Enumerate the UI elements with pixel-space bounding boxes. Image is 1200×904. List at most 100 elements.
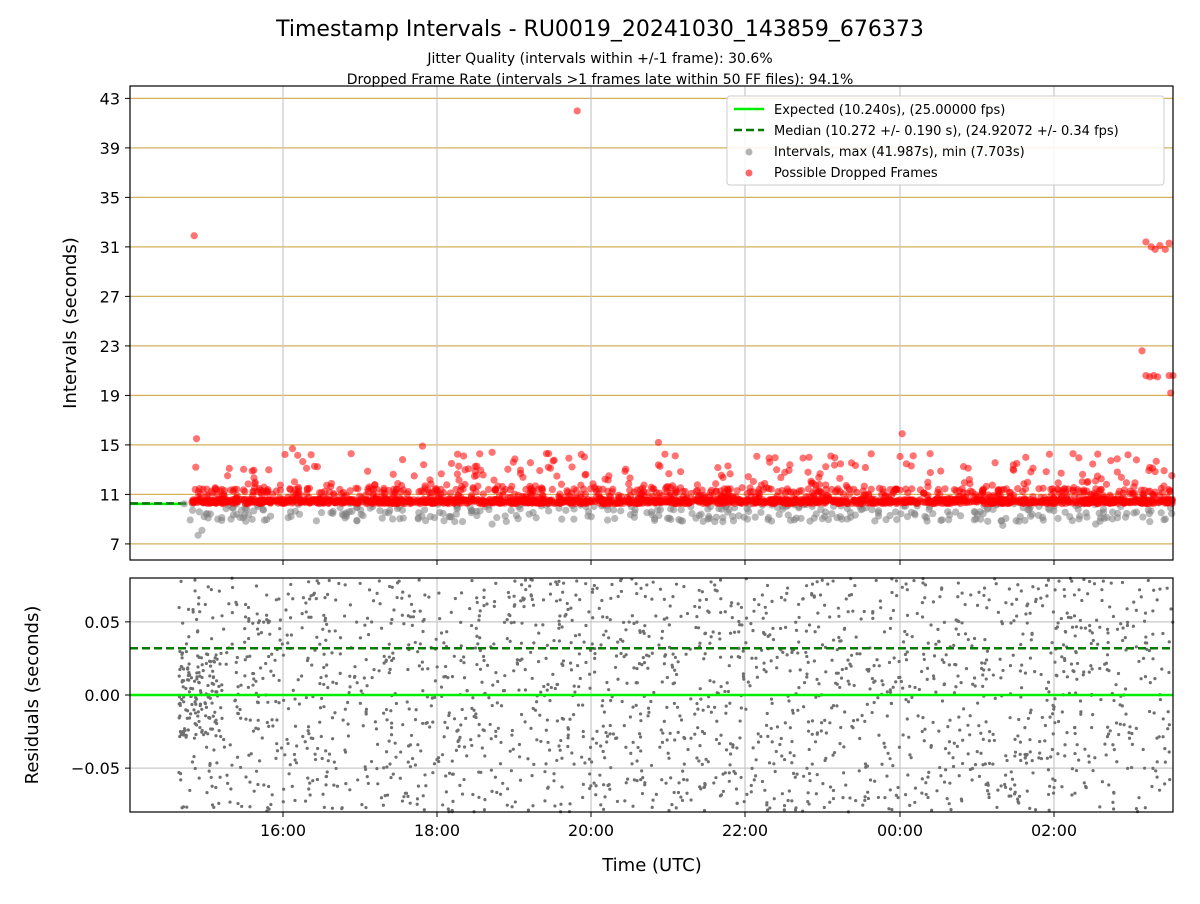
residual-point <box>334 767 337 770</box>
residual-point <box>331 716 334 719</box>
dropped-frame-point <box>746 484 753 491</box>
residual-point <box>428 725 431 728</box>
intervals-y-tick-label: 27 <box>100 287 120 306</box>
residual-point <box>475 635 478 638</box>
dropped-frame-point <box>802 493 809 500</box>
residual-point <box>229 787 232 790</box>
residual-point <box>889 627 892 630</box>
residual-point <box>1084 627 1087 630</box>
residual-point <box>225 774 228 777</box>
residual-point <box>841 796 844 799</box>
residual-point <box>559 749 562 752</box>
dropped-frame-point <box>1089 460 1096 467</box>
residual-point <box>572 763 575 766</box>
residual-point <box>390 618 393 621</box>
dropped-frame-point <box>622 466 629 473</box>
residual-point <box>308 597 311 600</box>
residual-point <box>718 637 721 640</box>
residual-point <box>416 803 419 806</box>
residual-point <box>494 582 497 585</box>
residual-point <box>852 719 855 722</box>
residual-point <box>229 743 232 746</box>
residual-point <box>980 667 983 670</box>
residual-point <box>326 770 329 773</box>
residual-point <box>1037 756 1040 759</box>
residual-point <box>970 778 973 781</box>
residual-point <box>1128 725 1131 728</box>
residual-point <box>1168 778 1171 781</box>
residual-point <box>644 595 647 598</box>
residual-point <box>486 664 489 667</box>
interval-point <box>998 517 1005 524</box>
residual-point <box>199 689 202 692</box>
residual-point <box>876 696 879 699</box>
dropped-frame-point <box>1058 494 1065 501</box>
residual-point <box>362 724 365 727</box>
residual-point <box>279 618 282 621</box>
residual-point <box>339 652 342 655</box>
residual-point <box>321 793 324 796</box>
residual-point <box>905 658 908 661</box>
residual-point <box>713 706 716 709</box>
residual-point <box>616 800 619 803</box>
residual-point <box>920 791 923 794</box>
dropped-frame-point <box>805 485 812 492</box>
residual-point <box>537 632 540 635</box>
residual-point <box>445 630 448 633</box>
residual-point <box>205 706 208 709</box>
residual-point <box>795 772 798 775</box>
residual-point <box>405 792 408 795</box>
residual-point <box>476 601 479 604</box>
residual-point <box>409 802 412 805</box>
residual-point <box>220 683 223 686</box>
residual-point <box>178 716 181 719</box>
residual-point <box>187 728 190 731</box>
dropped-frame-point <box>677 484 684 491</box>
residual-point <box>245 655 248 658</box>
residual-point <box>808 772 811 775</box>
residual-point <box>306 657 309 660</box>
residual-point <box>708 679 711 682</box>
residual-point <box>816 580 819 583</box>
residual-point <box>409 765 412 768</box>
residual-point <box>784 626 787 629</box>
residual-point <box>326 686 329 689</box>
residual-point <box>388 762 391 765</box>
dropped-frame-point <box>526 495 533 502</box>
residual-point <box>1044 724 1047 727</box>
residual-point <box>892 686 895 689</box>
dropped-frame-point <box>661 451 668 458</box>
residual-point <box>522 605 525 608</box>
residual-point <box>756 676 759 679</box>
residual-point <box>210 776 213 779</box>
residual-point <box>392 657 395 660</box>
residual-point <box>243 627 246 630</box>
residual-point <box>879 599 882 602</box>
residual-point <box>1074 732 1077 735</box>
interval-point <box>1083 513 1090 520</box>
residual-point <box>290 633 293 636</box>
residual-point <box>651 652 654 655</box>
residual-point <box>588 687 591 690</box>
residual-point <box>631 706 634 709</box>
residual-point <box>200 656 203 659</box>
residual-point <box>895 794 898 797</box>
residual-point <box>1038 752 1041 755</box>
interval-point <box>570 516 577 523</box>
residual-point <box>188 690 191 693</box>
residual-point <box>607 688 610 691</box>
legend-intervals-label: Intervals, max (41.987s), min (7.703s) <box>774 145 1025 160</box>
residual-point <box>1028 738 1031 741</box>
residual-point <box>473 715 476 718</box>
residual-point <box>698 785 701 788</box>
residual-point <box>1031 771 1034 774</box>
residual-point <box>755 758 758 761</box>
residual-point <box>728 763 731 766</box>
residual-point <box>551 673 554 676</box>
residual-point <box>247 637 250 640</box>
residual-point <box>455 749 458 752</box>
residual-point <box>310 594 313 597</box>
residual-point <box>559 739 562 742</box>
residual-point <box>211 690 214 693</box>
residual-point <box>468 607 471 610</box>
